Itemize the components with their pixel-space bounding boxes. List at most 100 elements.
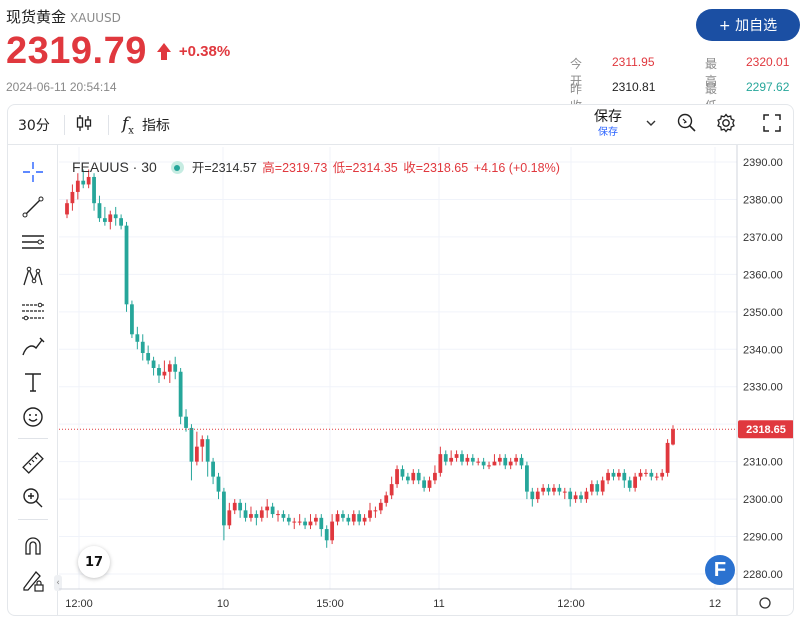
pattern-tool[interactable] xyxy=(20,264,46,290)
y-tick-label: 2340.00 xyxy=(743,344,783,356)
ruler-tool[interactable] xyxy=(20,450,46,476)
function-fx-icon: fx xyxy=(122,113,134,137)
candle-body xyxy=(411,472,416,481)
legend-close: 收=2318.65 xyxy=(403,161,469,175)
candle-body xyxy=(108,214,113,222)
candle-body xyxy=(297,521,302,523)
candle-body xyxy=(238,502,243,511)
candle-body xyxy=(405,476,410,481)
interval-select[interactable]: 30分 xyxy=(18,105,50,145)
tool-divider xyxy=(18,519,48,520)
candle-body xyxy=(351,514,356,522)
save-dropdown[interactable] xyxy=(645,105,657,145)
settings-button[interactable] xyxy=(715,105,737,145)
brush-icon xyxy=(20,337,46,364)
y-tick-label: 2370.00 xyxy=(743,232,783,244)
horizontal-lines-tool[interactable] xyxy=(20,229,46,255)
x-tick-label: 12 xyxy=(709,598,721,610)
lock-pen-icon xyxy=(20,571,46,598)
candle-body xyxy=(243,510,248,518)
candle-body xyxy=(232,502,237,511)
brand-f-logo: F xyxy=(705,555,735,585)
crosshair-icon xyxy=(20,162,46,189)
x-tick-label: 11 xyxy=(433,598,444,610)
ohlc-legend: FEAUUS · 30 开=2314.57 高=2319.73 低=2314.35… xyxy=(72,157,560,176)
candle-body xyxy=(151,360,156,368)
instrument-code: XAUUSD xyxy=(70,11,121,25)
candle-body xyxy=(86,176,91,185)
candle-body xyxy=(514,457,518,462)
trendline-tool[interactable] xyxy=(20,194,46,220)
candle-body xyxy=(146,353,151,361)
candle-body xyxy=(606,472,610,481)
fullscreen-button[interactable] xyxy=(762,105,782,145)
toolbar-divider xyxy=(64,115,65,135)
candle-body xyxy=(113,214,118,219)
candle-body xyxy=(519,457,524,466)
lock-drawing-tool[interactable] xyxy=(20,568,46,594)
horizontal-lines-icon xyxy=(20,235,46,259)
legend-symbol: FEAUUS · 30 xyxy=(72,159,157,175)
candle-body xyxy=(335,514,340,522)
y-tick-label: 2380.00 xyxy=(743,194,783,206)
candle-body xyxy=(265,506,270,511)
trendline-icon xyxy=(20,196,46,224)
collapse-toolbar-button[interactable]: ‹ xyxy=(54,575,62,591)
drawing-toolbar xyxy=(8,145,58,615)
chart-type-button[interactable] xyxy=(74,105,94,145)
tool-divider xyxy=(18,438,48,439)
open-value: 2311.95 xyxy=(612,55,655,69)
x-tick-label: 15:00 xyxy=(316,598,344,610)
x-tick-label: 10 xyxy=(217,598,229,610)
candle-body xyxy=(75,180,80,192)
zoom-in-tool[interactable] xyxy=(20,485,46,511)
candle-body xyxy=(552,487,556,492)
quick-search-button[interactable] xyxy=(676,105,698,145)
brush-tool[interactable] xyxy=(20,334,46,360)
candle-body xyxy=(465,457,470,462)
y-tick-label: 2300.00 xyxy=(743,494,783,506)
save-button[interactable]: 保存 保存 xyxy=(594,110,622,140)
price-chart[interactable]: 2390.00 2380.00 2370.00 2360.00 2350.00 2340.… xyxy=(8,105,794,616)
last-price: 2319.79 xyxy=(6,30,147,72)
candle-body xyxy=(167,364,172,372)
candle-body xyxy=(497,457,502,462)
fib-tool[interactable] xyxy=(20,299,46,325)
magnet-tool[interactable] xyxy=(20,533,46,559)
market-status-icon xyxy=(170,161,184,174)
candle-body xyxy=(319,517,324,530)
candle-body xyxy=(357,514,362,522)
magnet-icon xyxy=(20,537,46,563)
low-value: 2297.62 xyxy=(746,80,790,94)
last-price-label: 2318.65 xyxy=(746,424,786,436)
candle-body xyxy=(259,510,264,518)
text-tool[interactable] xyxy=(20,369,46,395)
tradingview-logo[interactable]: 17 xyxy=(78,546,110,578)
candle-body xyxy=(481,461,486,466)
save-sublabel: 保存 xyxy=(598,127,618,138)
high-value: 2320.01 xyxy=(746,55,790,69)
axis-settings-icon[interactable] xyxy=(759,597,771,609)
candle-body xyxy=(130,304,134,335)
price-row: 2319.79 +0.38% xyxy=(6,30,230,73)
candle-body xyxy=(313,517,318,522)
candle-body xyxy=(530,491,535,500)
open-label: 今开 xyxy=(570,57,583,88)
candle-body xyxy=(211,461,215,477)
candle-body xyxy=(589,484,594,492)
indicators-button[interactable]: fx 指标 xyxy=(122,105,170,145)
chart-toolbar: 30分 fx 指标 保存 保存 xyxy=(8,105,793,145)
emoji-tool[interactable] xyxy=(20,404,46,430)
legend-open: 开=2314.57 xyxy=(191,161,257,175)
candle-body xyxy=(654,476,659,478)
legend-low: 低=2314.35 xyxy=(332,161,398,175)
add-watchlist-button[interactable]: + 加自选 xyxy=(696,9,800,41)
candle-body xyxy=(270,506,275,515)
candle-body xyxy=(541,487,546,492)
candle-body xyxy=(579,495,583,500)
x-tick-label: 12:00 xyxy=(557,598,585,610)
pattern-icon xyxy=(20,266,46,294)
candle-body xyxy=(476,461,481,463)
crosshair-tool[interactable] xyxy=(20,159,46,185)
fullscreen-icon xyxy=(762,113,782,137)
